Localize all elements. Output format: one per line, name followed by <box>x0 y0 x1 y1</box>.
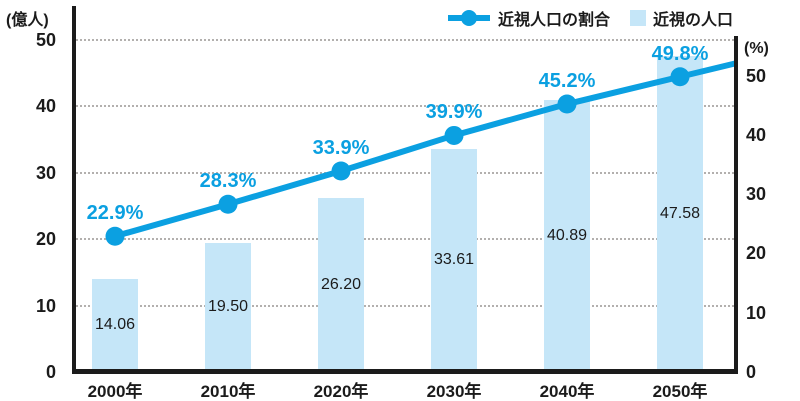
right-axis-tick-label: 50 <box>746 65 767 86</box>
left-axis-tick-label: 40 <box>35 96 56 117</box>
right-axis-title: (%) <box>744 40 769 57</box>
x-axis-category-label: 2000年 <box>87 382 143 401</box>
bar-value-label: 26.20 <box>320 276 362 294</box>
bar <box>205 242 251 372</box>
bar-value-label: 19.50 <box>207 298 249 316</box>
gridline <box>76 171 734 174</box>
gridline <box>76 238 734 241</box>
legend: 近視人口の割合 近視の人口 <box>448 7 733 29</box>
trend-line <box>114 60 738 240</box>
right-axis-tick-label: 40 <box>746 124 767 145</box>
gridline <box>76 304 734 307</box>
percent-label: 33.9% <box>312 137 370 160</box>
legend-label-line-series: 近視人口の割合 <box>498 12 611 29</box>
right-axis-tick-label: 10 <box>746 302 767 323</box>
left-axis-line <box>72 6 76 374</box>
bar-value-label: 40.89 <box>546 227 588 245</box>
left-axis-title: (億人) <box>6 12 49 29</box>
percent-label: 49.8% <box>651 42 709 65</box>
gridline <box>76 39 734 41</box>
legend-label-bar-series: 近視の人口 <box>653 12 734 29</box>
percent-label: 45.2% <box>538 70 596 93</box>
data-point-marker <box>218 194 238 214</box>
bar-value-label: 14.06 <box>94 316 136 334</box>
x-axis-category-label: 2050年 <box>652 382 708 401</box>
x-axis-category-label: 2010年 <box>200 382 256 401</box>
data-point-marker <box>105 226 125 246</box>
x-axis-category-label: 2040年 <box>539 382 595 401</box>
percent-label: 22.9% <box>86 202 144 225</box>
x-axis-category-label: 2030年 <box>426 382 482 401</box>
right-axis-tick-label: 0 <box>746 362 757 382</box>
left-axis-tick-label: 10 <box>35 295 56 316</box>
bar-value-label: 47.58 <box>659 205 701 223</box>
gridline <box>76 105 734 108</box>
bar <box>92 278 138 372</box>
bar-series-marker-icon <box>630 10 647 26</box>
right-axis-tick-label: 30 <box>746 184 767 205</box>
right-axis-tick-label: 20 <box>746 243 767 264</box>
bar-value-label: 33.61 <box>433 251 475 269</box>
right-axis-line <box>734 36 738 374</box>
percent-label: 28.3% <box>199 170 257 193</box>
left-axis-tick-label: 30 <box>35 162 56 183</box>
data-point-marker <box>444 125 464 145</box>
left-axis-tick-label: 20 <box>35 229 56 250</box>
line-series-marker-icon <box>448 10 490 26</box>
percent-label: 39.9% <box>425 101 483 124</box>
x-axis-category-label: 2020年 <box>313 382 369 401</box>
left-axis-tick-label: 0 <box>45 362 56 382</box>
line-series-dot-icon <box>461 10 477 26</box>
x-axis-line <box>72 369 738 374</box>
left-axis-tick-label: 50 <box>35 30 56 50</box>
